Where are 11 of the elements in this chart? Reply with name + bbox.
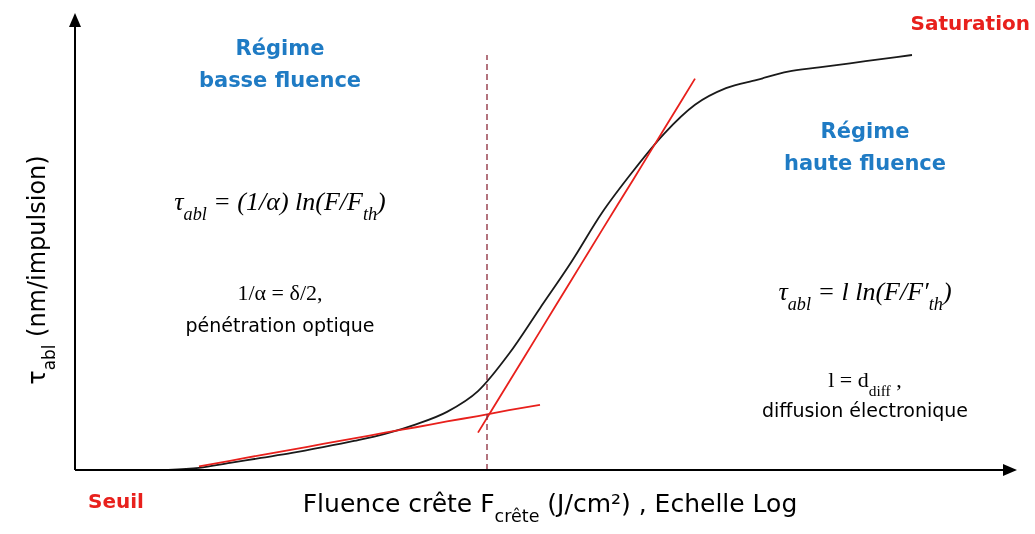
annotation: 1/α = δ/2, [237, 280, 323, 305]
annotation: diffusion électronique [761, 399, 969, 421]
annotation: l = d$_{diff}$ , [828, 367, 902, 399]
x-axis-title: Fluence crête F$_{crête}$ (J/cm²) , Echelle Log [302, 489, 798, 526]
text: Saturation [910, 11, 1030, 35]
text: Seuil [88, 489, 144, 513]
annotation: Régime basse fluence [198, 36, 362, 92]
annotation: pénétration optique [185, 314, 375, 336]
annotation: Régime haute fluence [783, 119, 947, 175]
annotation: τ$_{abl}$ = (1/α) ln(F/F$_{th}$) [174, 187, 386, 224]
annotation: τ$_{abl}$ = l ln(F/F′$_{th}$) [778, 277, 952, 314]
